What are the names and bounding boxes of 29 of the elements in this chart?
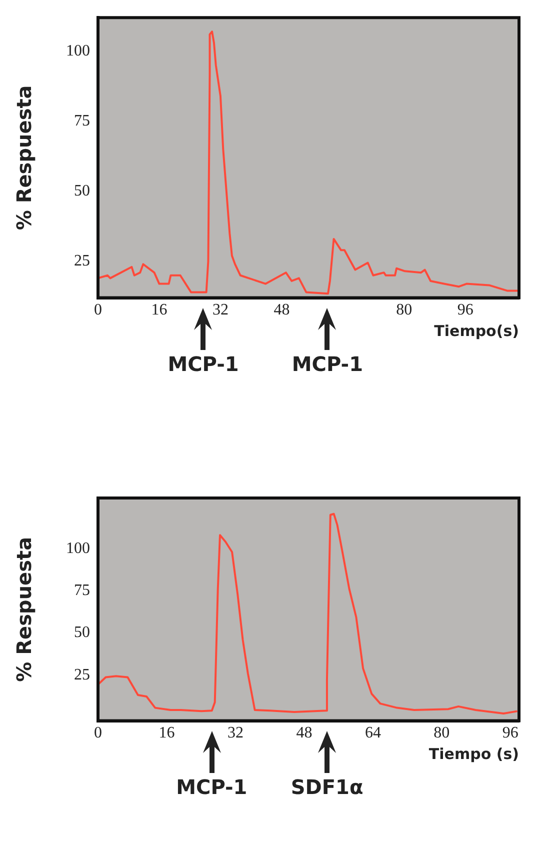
y-tick-label: 100 <box>66 42 90 60</box>
y-tick-label: 75 <box>74 112 90 130</box>
x-tick-label: 80 <box>434 724 450 742</box>
x-tick-label: 96 <box>457 302 474 319</box>
y-tick-label: 25 <box>74 252 90 270</box>
x-axis-title: Tiempo(s) <box>434 322 519 340</box>
y-tick-label: 50 <box>74 182 90 200</box>
y-tick-label: 75 <box>74 582 90 600</box>
x-tick-label: 64 <box>364 724 381 742</box>
x-tick-label: 0 <box>94 724 102 742</box>
x-tick-label: 32 <box>227 724 244 742</box>
x-tick-label: 0 <box>94 302 102 319</box>
text: MCP-1 <box>176 775 248 800</box>
y-tick-label: 25 <box>74 666 90 684</box>
y-axis-title: % Respuesta <box>12 85 36 230</box>
text: MCP-1 <box>292 352 363 376</box>
text: SDF1α <box>290 775 364 800</box>
x-tick-label: 48 <box>296 724 312 742</box>
y-tick-label: 50 <box>74 624 90 642</box>
x-tick-label: 80 <box>396 302 412 319</box>
text: MCP-1 <box>168 352 239 376</box>
x-tick-label: 96 <box>502 724 518 742</box>
x-axis-title: Tiempo (s) <box>428 744 519 763</box>
x-tick-label: 32 <box>212 302 228 319</box>
x-tick-label: 48 <box>274 302 290 319</box>
y-tick-label: 100 <box>66 540 90 557</box>
y-axis-title: % Respuesta <box>12 536 36 682</box>
x-tick-label: 16 <box>158 724 175 742</box>
x-tick-label: 16 <box>151 302 168 319</box>
